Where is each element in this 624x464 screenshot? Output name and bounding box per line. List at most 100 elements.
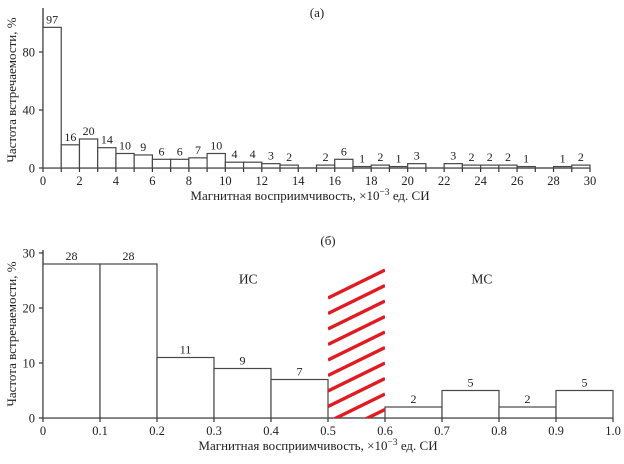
annotation-label: ИС <box>239 271 258 286</box>
y-tick-label: 80 <box>23 46 36 60</box>
bar <box>441 389 500 419</box>
y-tick-label: 40 <box>23 104 36 118</box>
bar-value-label: 6 <box>177 144 183 158</box>
bar-value-label: 97 <box>46 12 58 26</box>
x-tick-label: 0.8 <box>491 424 507 438</box>
y-tick-label: 30 <box>23 247 36 261</box>
bar <box>97 147 117 169</box>
x-tick-label: 0.2 <box>149 424 165 438</box>
bar-value-label: 11 <box>180 343 192 357</box>
x-tick-label: 10 <box>219 174 232 188</box>
y-tick-label: 0 <box>29 412 35 426</box>
bar <box>156 356 215 419</box>
hatch-line <box>328 345 385 378</box>
bar <box>407 163 427 169</box>
x-tick-label: 0.4 <box>263 424 279 438</box>
x-tick-label: 0.6 <box>377 424 393 438</box>
bar <box>334 158 354 169</box>
x-tick-label: 0.1 <box>92 424 108 438</box>
hatch-line <box>328 376 385 409</box>
bar <box>115 152 135 169</box>
bar <box>60 144 81 169</box>
bar <box>443 163 463 169</box>
bar <box>516 165 536 169</box>
bar <box>151 158 172 169</box>
bar <box>552 165 573 169</box>
hatch-line <box>328 283 385 316</box>
x-axis-title-post: ед. СИ <box>398 438 438 453</box>
x-axis-title-pre: Магнитная восприимчивость, ×10 <box>198 438 387 453</box>
x-tick-label: 0.7 <box>434 424 450 438</box>
y-axis-title: Частота встречаемости, % <box>4 261 19 406</box>
bar-value-label: 3 <box>414 149 420 163</box>
x-tick-label: 0.5 <box>320 424 336 438</box>
bar-value-label: 6 <box>341 144 347 158</box>
bar-value-label: 2 <box>505 150 511 164</box>
panel-label-b: (б) <box>320 233 335 248</box>
x-tick-label: 26 <box>511 174 524 188</box>
bar <box>188 157 208 169</box>
bar <box>315 164 336 169</box>
x-tick-label: 16 <box>328 174 341 188</box>
bar-value-label: 2 <box>468 150 474 164</box>
bar <box>270 378 329 419</box>
hatch-line <box>328 268 385 300</box>
bar-value-label: 10 <box>210 139 222 153</box>
bar-value-label: 6 <box>159 144 165 158</box>
bar-value-label: 10 <box>119 139 131 153</box>
x-tick-label: 0.9 <box>548 424 564 438</box>
bar <box>78 138 99 169</box>
bar-value-label: 2 <box>286 150 292 164</box>
hatch-line <box>328 314 385 347</box>
bar-value-label: 14 <box>101 133 113 147</box>
hatch-line <box>332 392 385 418</box>
x-axis-title-post: ед. СИ <box>390 188 430 203</box>
x-tick-label: 4 <box>113 174 120 188</box>
bar-value-label: 28 <box>66 249 78 263</box>
bar-value-label: 3 <box>450 149 456 163</box>
hatch-line <box>328 330 385 362</box>
bar <box>461 164 482 169</box>
x-tick-label: 1.0 <box>605 424 621 438</box>
x-tick-label: 12 <box>256 174 269 188</box>
bar-value-label: 1 <box>523 152 529 166</box>
x-tick-label: 14 <box>292 174 305 188</box>
annotation-label: МС <box>471 271 492 286</box>
bar <box>42 26 62 169</box>
y-axis-title: Частота встречаемости, % <box>4 17 19 162</box>
bar-value-label: 3 <box>268 149 274 163</box>
hatch-region <box>328 268 385 418</box>
x-tick-label: 0.3 <box>206 424 222 438</box>
bar <box>555 389 614 419</box>
x-axis-title-pre: Магнитная восприимчивость, ×10 <box>190 188 379 203</box>
bar-value-label: 7 <box>297 365 303 379</box>
x-axis-title-superscript: −3 <box>379 188 389 198</box>
bar <box>99 263 158 419</box>
bar-value-label: 5 <box>468 376 474 390</box>
x-tick-label: 24 <box>474 174 487 188</box>
bar <box>352 165 372 169</box>
bar <box>479 164 500 169</box>
bar-value-label: 20 <box>83 124 95 138</box>
x-tick-label: 18 <box>365 174 378 188</box>
bar <box>370 164 391 169</box>
x-tick-label: 0 <box>40 174 46 188</box>
x-axis-title: Магнитная восприимчивость, ×10−3 ед. СИ <box>190 188 429 203</box>
bar-value-label: 16 <box>64 130 76 144</box>
x-tick-label: 28 <box>547 174 560 188</box>
x-axis-title-superscript: −3 <box>387 438 397 448</box>
y-tick-label: 20 <box>23 302 36 316</box>
bar <box>498 406 557 419</box>
bar <box>571 164 591 169</box>
bar <box>261 163 281 169</box>
bar-value-label: 5 <box>582 376 588 390</box>
bar <box>498 164 518 169</box>
bar <box>170 158 190 169</box>
bar-value-label: 9 <box>240 354 246 368</box>
panel-label-a: (а) <box>310 5 324 20</box>
x-tick-label: 0 <box>40 424 46 438</box>
bar-value-label: 2 <box>578 150 584 164</box>
hatch-line <box>328 361 385 393</box>
